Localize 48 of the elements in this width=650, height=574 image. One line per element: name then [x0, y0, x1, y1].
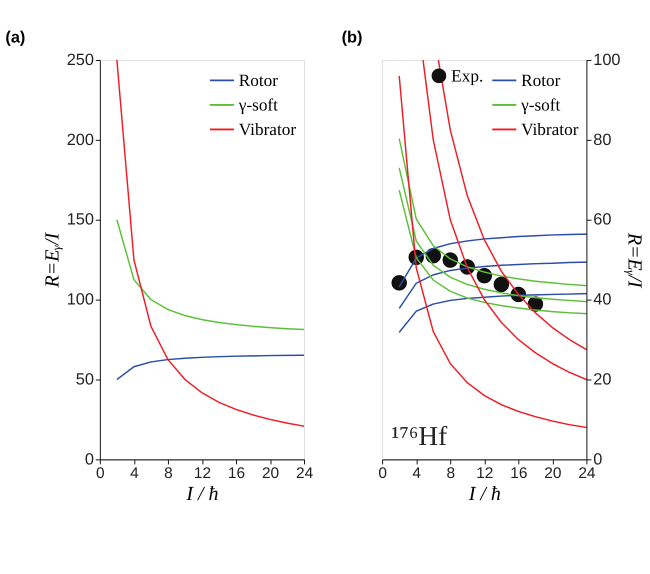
y-tick-label: 250	[66, 50, 94, 69]
x-tick-label: 0	[96, 465, 105, 482]
line-series	[422, 60, 586, 380]
x-tick-label: 12	[194, 465, 212, 482]
x-tick-label: 20	[544, 465, 562, 482]
x-tick-label: 12	[476, 465, 494, 482]
legend-label: Rotor	[238, 70, 278, 90]
x-tick-label: 24	[578, 465, 596, 482]
point	[494, 276, 510, 292]
legend-label: Exp.	[451, 66, 484, 86]
legend-label: Rotor	[521, 70, 561, 90]
x-tick-label: 16	[228, 465, 246, 482]
point	[392, 275, 407, 291]
legend-label: γ-soft	[238, 95, 278, 114]
x-tick-label: 4	[130, 465, 140, 482]
line-series	[116, 60, 304, 427]
y-tick-label: 200	[66, 130, 94, 149]
x-tick-label: 4	[412, 465, 422, 482]
y-tick-label: 150	[66, 210, 94, 229]
line-series	[438, 60, 586, 350]
y2-tick-label: 0	[593, 450, 602, 468]
chart-title: (b)	[342, 28, 362, 47]
x-tick-label: 16	[510, 465, 528, 482]
x-tick-label: 8	[446, 465, 456, 482]
y2-tick-label: 80	[593, 130, 612, 149]
x-axis-title: I / ħ	[468, 482, 501, 505]
y-axis-title: R=Eᵧ/I	[42, 231, 64, 288]
y2-tick-label: 60	[593, 210, 612, 229]
legend-label: γ-soft	[520, 95, 561, 114]
x-tick-label: 24	[296, 465, 314, 482]
legend-label: Vibrator	[521, 120, 579, 139]
y2-tick-label: 40	[593, 290, 612, 309]
x-tick-label: 0	[378, 465, 387, 482]
annotation: ¹⁷⁶Hf	[391, 420, 448, 451]
x-tick-label: 8	[164, 465, 173, 482]
y-tick-label: 100	[66, 290, 94, 309]
y-tick-label: 50	[76, 370, 94, 389]
legend-label: Vibrator	[238, 120, 296, 139]
y2-axis-title: R=Eᵧ/I	[624, 232, 646, 289]
line-series	[116, 219, 304, 330]
y2-tick-label: 100	[593, 50, 621, 69]
line-series	[398, 189, 586, 314]
y-tick-label: 0	[84, 450, 94, 468]
line-series	[116, 354, 304, 380]
y2-tick-label: 20	[593, 370, 612, 389]
x-tick-label: 20	[262, 465, 280, 482]
x-axis-title: I / ħ	[185, 482, 219, 505]
chart-title: (a)	[5, 28, 26, 47]
